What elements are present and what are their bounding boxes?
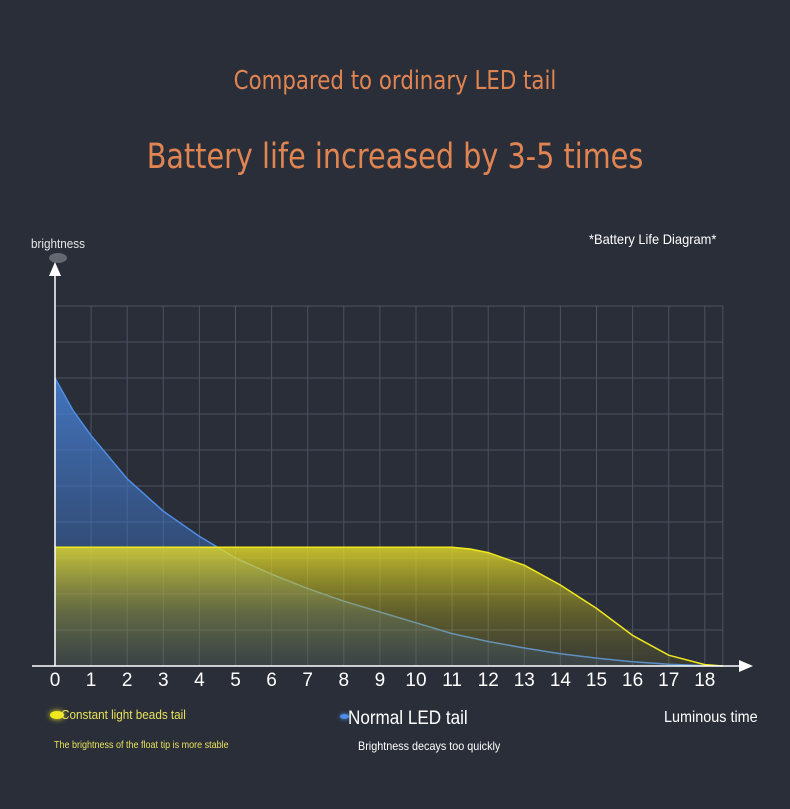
- x-tick-label: 5: [230, 670, 241, 691]
- x-tick-label: 3: [158, 670, 169, 691]
- x-tick-label: 15: [586, 670, 607, 691]
- x-tick-label: 8: [339, 670, 350, 691]
- chart-title: Battery life increased by 3-5 times: [146, 137, 644, 177]
- x-axis-arrow: [739, 660, 753, 672]
- chart-areas: [54, 377, 723, 667]
- legend-constant-marker: [50, 711, 64, 719]
- x-tick-label: 14: [550, 670, 572, 691]
- x-tick-label: 2: [122, 670, 133, 691]
- y-axis-glow: [49, 253, 67, 263]
- x-tick-label: 4: [194, 670, 205, 691]
- y-axis-label: brightness: [31, 236, 85, 251]
- area-constant-light-beads-tail: [55, 547, 723, 666]
- x-tick-label: 16: [622, 670, 643, 691]
- x-tick-label: 0: [50, 670, 61, 691]
- x-tick-label: 12: [478, 670, 499, 691]
- x-axis-label: Luminous time: [664, 709, 758, 726]
- x-tick-label: 9: [375, 670, 386, 691]
- x-tick-label: 11: [442, 670, 462, 691]
- x-tick-label: 1: [86, 670, 97, 691]
- legend-constant-note: The brightness of the float tip is more …: [54, 740, 229, 751]
- line-constant-light-beads-tail: [55, 546, 723, 667]
- chart-subtitle: Compared to ordinary LED tail: [233, 66, 557, 96]
- diagram-label: *Battery Life Diagram*: [589, 231, 717, 247]
- x-tick-label: 13: [514, 670, 535, 691]
- x-tick-label: 10: [405, 670, 426, 691]
- legend-constant-label: Constant light beads tail: [61, 707, 186, 722]
- x-tick-label: 17: [658, 670, 679, 691]
- y-axis-arrow: [49, 262, 61, 276]
- legend-normal-marker: [340, 714, 349, 719]
- x-tick-label: 6: [266, 670, 277, 691]
- legend-normal-note: Brightness decays too quickly: [358, 739, 501, 753]
- x-tick-label: 7: [302, 670, 313, 691]
- x-tick-label: 18: [694, 670, 715, 691]
- legend-normal-label: Normal LED tail: [348, 708, 468, 729]
- chart-axes: [32, 253, 753, 672]
- x-tick-labels: 0 1 2 3 4 5 6 7 8 9 10 11 12 13 14 15 16 17 18: [50, 670, 716, 691]
